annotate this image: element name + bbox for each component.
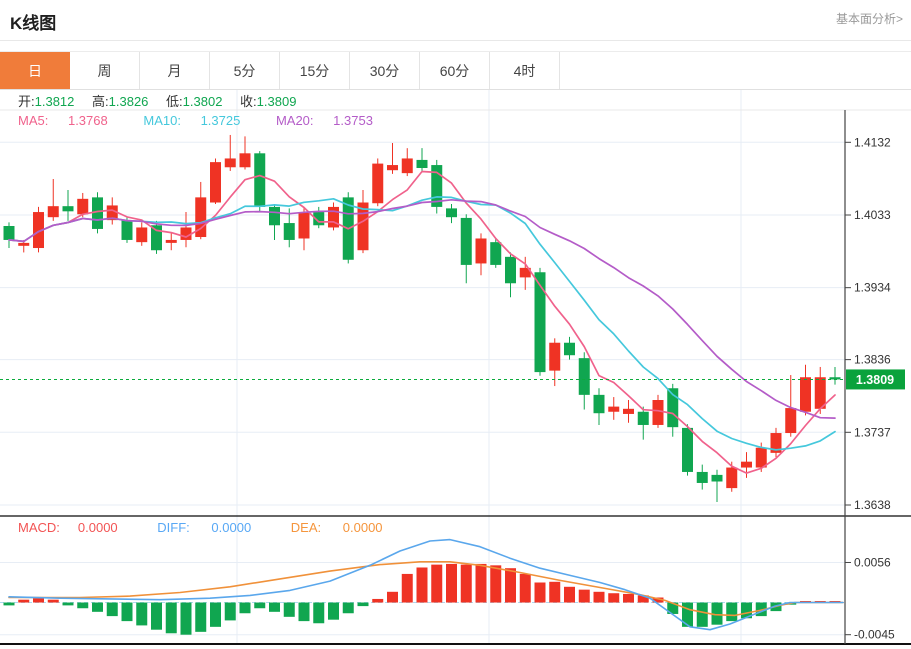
svg-text:1.3934: 1.3934 xyxy=(854,281,891,295)
tab-5min[interactable]: 5分 xyxy=(210,52,280,89)
ma5-legend: MA5: 1.3768 xyxy=(18,113,108,128)
ma10-legend: MA10: 1.3725 xyxy=(143,113,241,128)
period-tabstrip: 日 周 月 5分 15分 30分 60分 4时 xyxy=(0,51,911,90)
ma-legend: MA5: 1.3768 MA10: 1.3725 MA20: 1.3753 xyxy=(18,113,405,128)
macd-value: MACD: 0.0000 xyxy=(18,520,118,535)
current-price-badge xyxy=(846,369,905,390)
ma20-legend: MA20: 1.3753 xyxy=(275,113,373,128)
svg-text:1.3809: 1.3809 xyxy=(856,373,894,387)
tab-60min[interactable]: 60分 xyxy=(420,52,490,89)
svg-text:0.0056: 0.0056 xyxy=(854,555,891,569)
tab-4hour[interactable]: 4时 xyxy=(490,52,560,89)
low-label: 低: xyxy=(166,94,183,109)
open-label: 开: xyxy=(18,94,35,109)
tab-week[interactable]: 周 xyxy=(70,52,140,89)
tab-month[interactable]: 月 xyxy=(140,52,210,89)
high-value: 1.3826 xyxy=(108,94,149,109)
tab-30min[interactable]: 30分 xyxy=(350,52,420,89)
page-title: K线图 xyxy=(10,14,57,33)
svg-text:1.3836: 1.3836 xyxy=(854,353,891,367)
close-value: 1.3809 xyxy=(256,94,297,109)
ohlc-legend: 开:1.3812 高:1.3826 低:1.3802 收:1.3809 xyxy=(18,91,310,110)
svg-text:1.4033: 1.4033 xyxy=(854,208,891,222)
high-label: 高: xyxy=(92,94,109,109)
fundamental-analysis-link[interactable]: 基本面分析> xyxy=(835,12,903,26)
tab-day[interactable]: 日 xyxy=(0,52,70,89)
open-value: 1.3812 xyxy=(34,94,75,109)
diff-value: DIFF: 0.0000 xyxy=(157,520,252,535)
macd-legend: MACD: 0.0000 DIFF: 0.0000 DEA: 0.0000 xyxy=(18,520,419,535)
svg-text:-0.0045: -0.0045 xyxy=(854,628,895,642)
title-bar: K线图 基本面分析> xyxy=(0,0,911,41)
close-label: 收: xyxy=(240,94,257,109)
svg-text:1.4132: 1.4132 xyxy=(854,135,891,149)
svg-text:1.3737: 1.3737 xyxy=(854,425,891,439)
svg-text:1.3638: 1.3638 xyxy=(854,498,891,512)
dea-value: DEA: 0.0000 xyxy=(290,520,383,535)
tab-15min[interactable]: 15分 xyxy=(280,52,350,89)
low-value: 1.3802 xyxy=(182,94,223,109)
